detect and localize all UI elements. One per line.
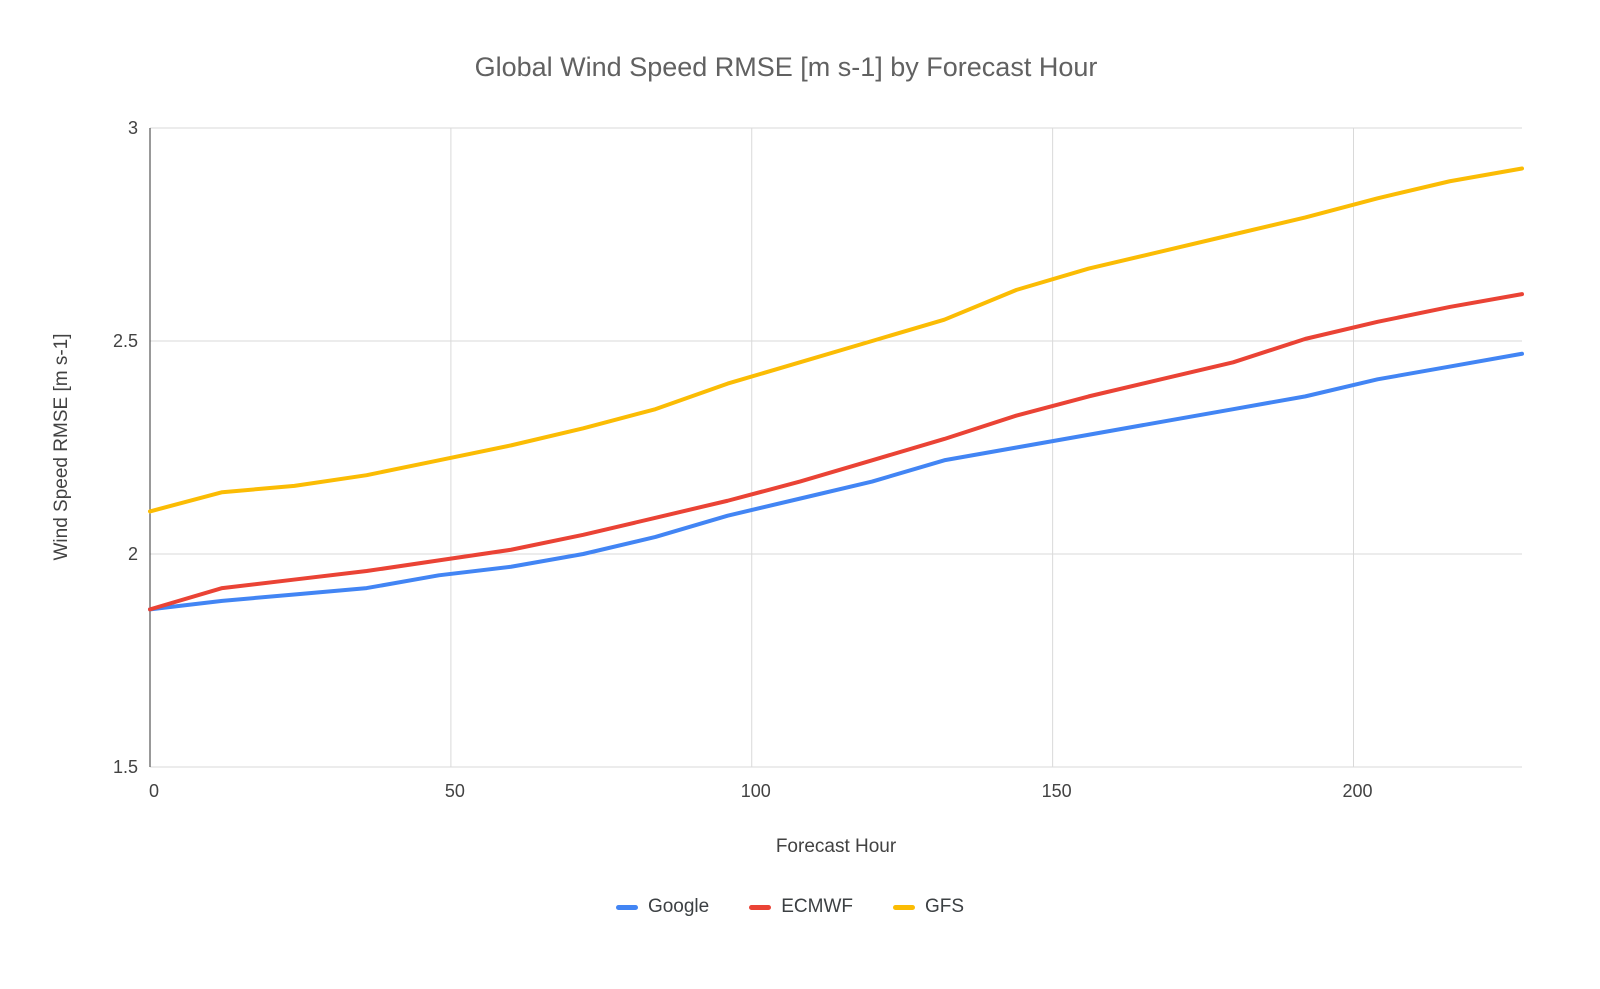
- x-tick-label: 200: [1342, 781, 1372, 801]
- x-tick-label: 100: [741, 781, 771, 801]
- y-tick-label: 2: [128, 544, 138, 564]
- legend-item-ecmwf: ECMWF: [749, 896, 853, 918]
- chart-title: Global Wind Speed RMSE [m s-1] by Foreca…: [474, 52, 1098, 82]
- legend-swatch-gfs: [892, 904, 915, 910]
- x-tick-label: 50: [445, 781, 465, 801]
- legend-swatch-google: [615, 904, 638, 910]
- y-axis-title: Wind Speed RMSE [m s-1]: [51, 333, 72, 561]
- legend: Google ECMWF GFS: [0, 896, 1580, 918]
- legend-label-gfs: GFS: [924, 896, 965, 917]
- y-tick-label: 2.5: [113, 331, 138, 351]
- series-line-ecmwf: [148, 292, 1524, 612]
- y-tick-label: 3: [128, 118, 138, 138]
- x-tick-label: 150: [1042, 781, 1072, 801]
- legend-label-google: Google: [647, 896, 710, 917]
- legend-swatch-ecmwf: [749, 904, 772, 910]
- legend-label-ecmwf: ECMWF: [781, 896, 853, 917]
- x-tick-label: 0: [149, 781, 159, 801]
- x-axis-title: Forecast Hour: [775, 836, 897, 857]
- y-tick-label: 1.5: [113, 757, 138, 777]
- legend-item-gfs: GFS: [892, 896, 965, 918]
- series-line-gfs: [148, 166, 1524, 514]
- series-line-google: [148, 351, 1524, 612]
- legend-item-google: Google: [615, 896, 710, 918]
